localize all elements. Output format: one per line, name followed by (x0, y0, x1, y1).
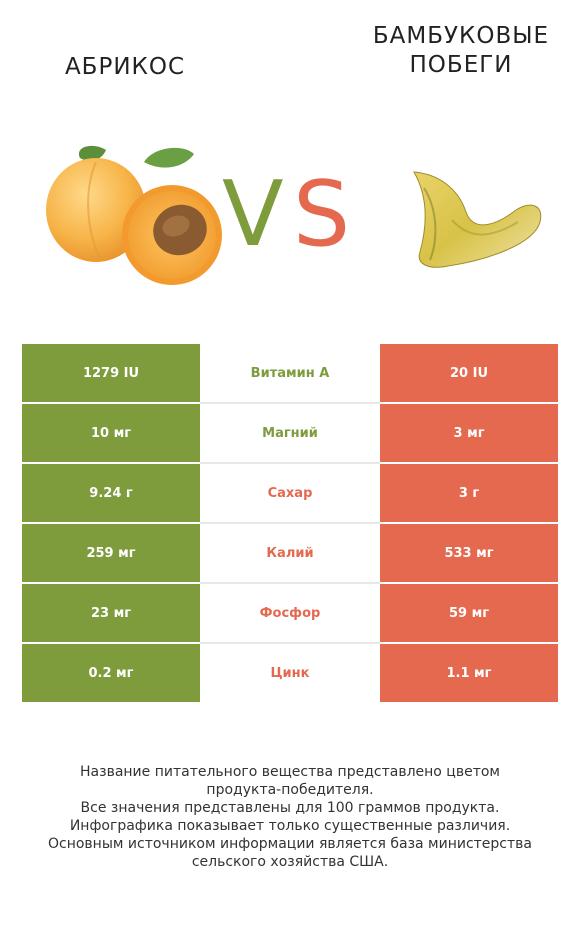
nutrient-name: Витамин A (200, 344, 380, 404)
nutrient-name: Фосфор (200, 583, 380, 644)
footnote-line: продукта-победителя. (206, 782, 374, 798)
table-row: 1279 IU Витамин A 20 IU (22, 344, 558, 404)
right-value: 3 г (380, 463, 558, 524)
left-product-title: АБРИКОС (64, 54, 186, 80)
right-value: 59 мг (380, 583, 558, 644)
table-row: 23 мг Фосфор 59 мг (22, 583, 558, 644)
right-value: 1.1 мг (380, 643, 558, 702)
table-row: 259 мг Калий 533 мг (22, 523, 558, 584)
left-value: 10 мг (22, 403, 200, 464)
left-value: 259 мг (22, 523, 200, 584)
apricot-image (46, 145, 222, 285)
right-value: 3 мг (380, 403, 558, 464)
nutrient-name: Магний (200, 403, 380, 464)
bamboo-shoot-image (413, 171, 542, 268)
nutrient-name: Калий (200, 523, 380, 584)
comparison-table: 1279 IU Витамин A 20 IU 10 мг Магний 3 мг 9.24… (22, 344, 558, 702)
left-value: 1279 IU (22, 344, 200, 404)
left-value: 23 мг (22, 583, 200, 644)
left-value: 9.24 г (22, 463, 200, 524)
footnote-line: Название питательного вещества представл… (80, 764, 500, 780)
vs-letter-v: V (222, 162, 284, 267)
right-product-title: БАМБУКОВЫЕ ПОБЕГИ (372, 23, 550, 78)
footnote-line: Все значения представлены для 100 граммо… (80, 800, 500, 816)
footnote-line: сельского хозяйства США. (191, 854, 389, 870)
vs-letter-s: S (293, 162, 351, 267)
right-value: 533 мг (380, 523, 558, 584)
footnote-line: Инфографика показывает только существенн… (69, 818, 511, 834)
nutrient-name: Сахар (200, 463, 380, 524)
table-row: 9.24 г Сахар 3 г (22, 463, 558, 524)
footnote: Название питательного вещества представл… (20, 763, 560, 871)
nutrient-name: Цинк (200, 643, 380, 702)
left-value: 0.2 мг (22, 643, 200, 702)
table-row: 0.2 мг Цинк 1.1 мг (22, 643, 558, 702)
footnote-line: Основным источником информации является … (48, 836, 532, 852)
table-row: 10 мг Магний 3 мг (22, 403, 558, 464)
right-value: 20 IU (380, 344, 558, 404)
